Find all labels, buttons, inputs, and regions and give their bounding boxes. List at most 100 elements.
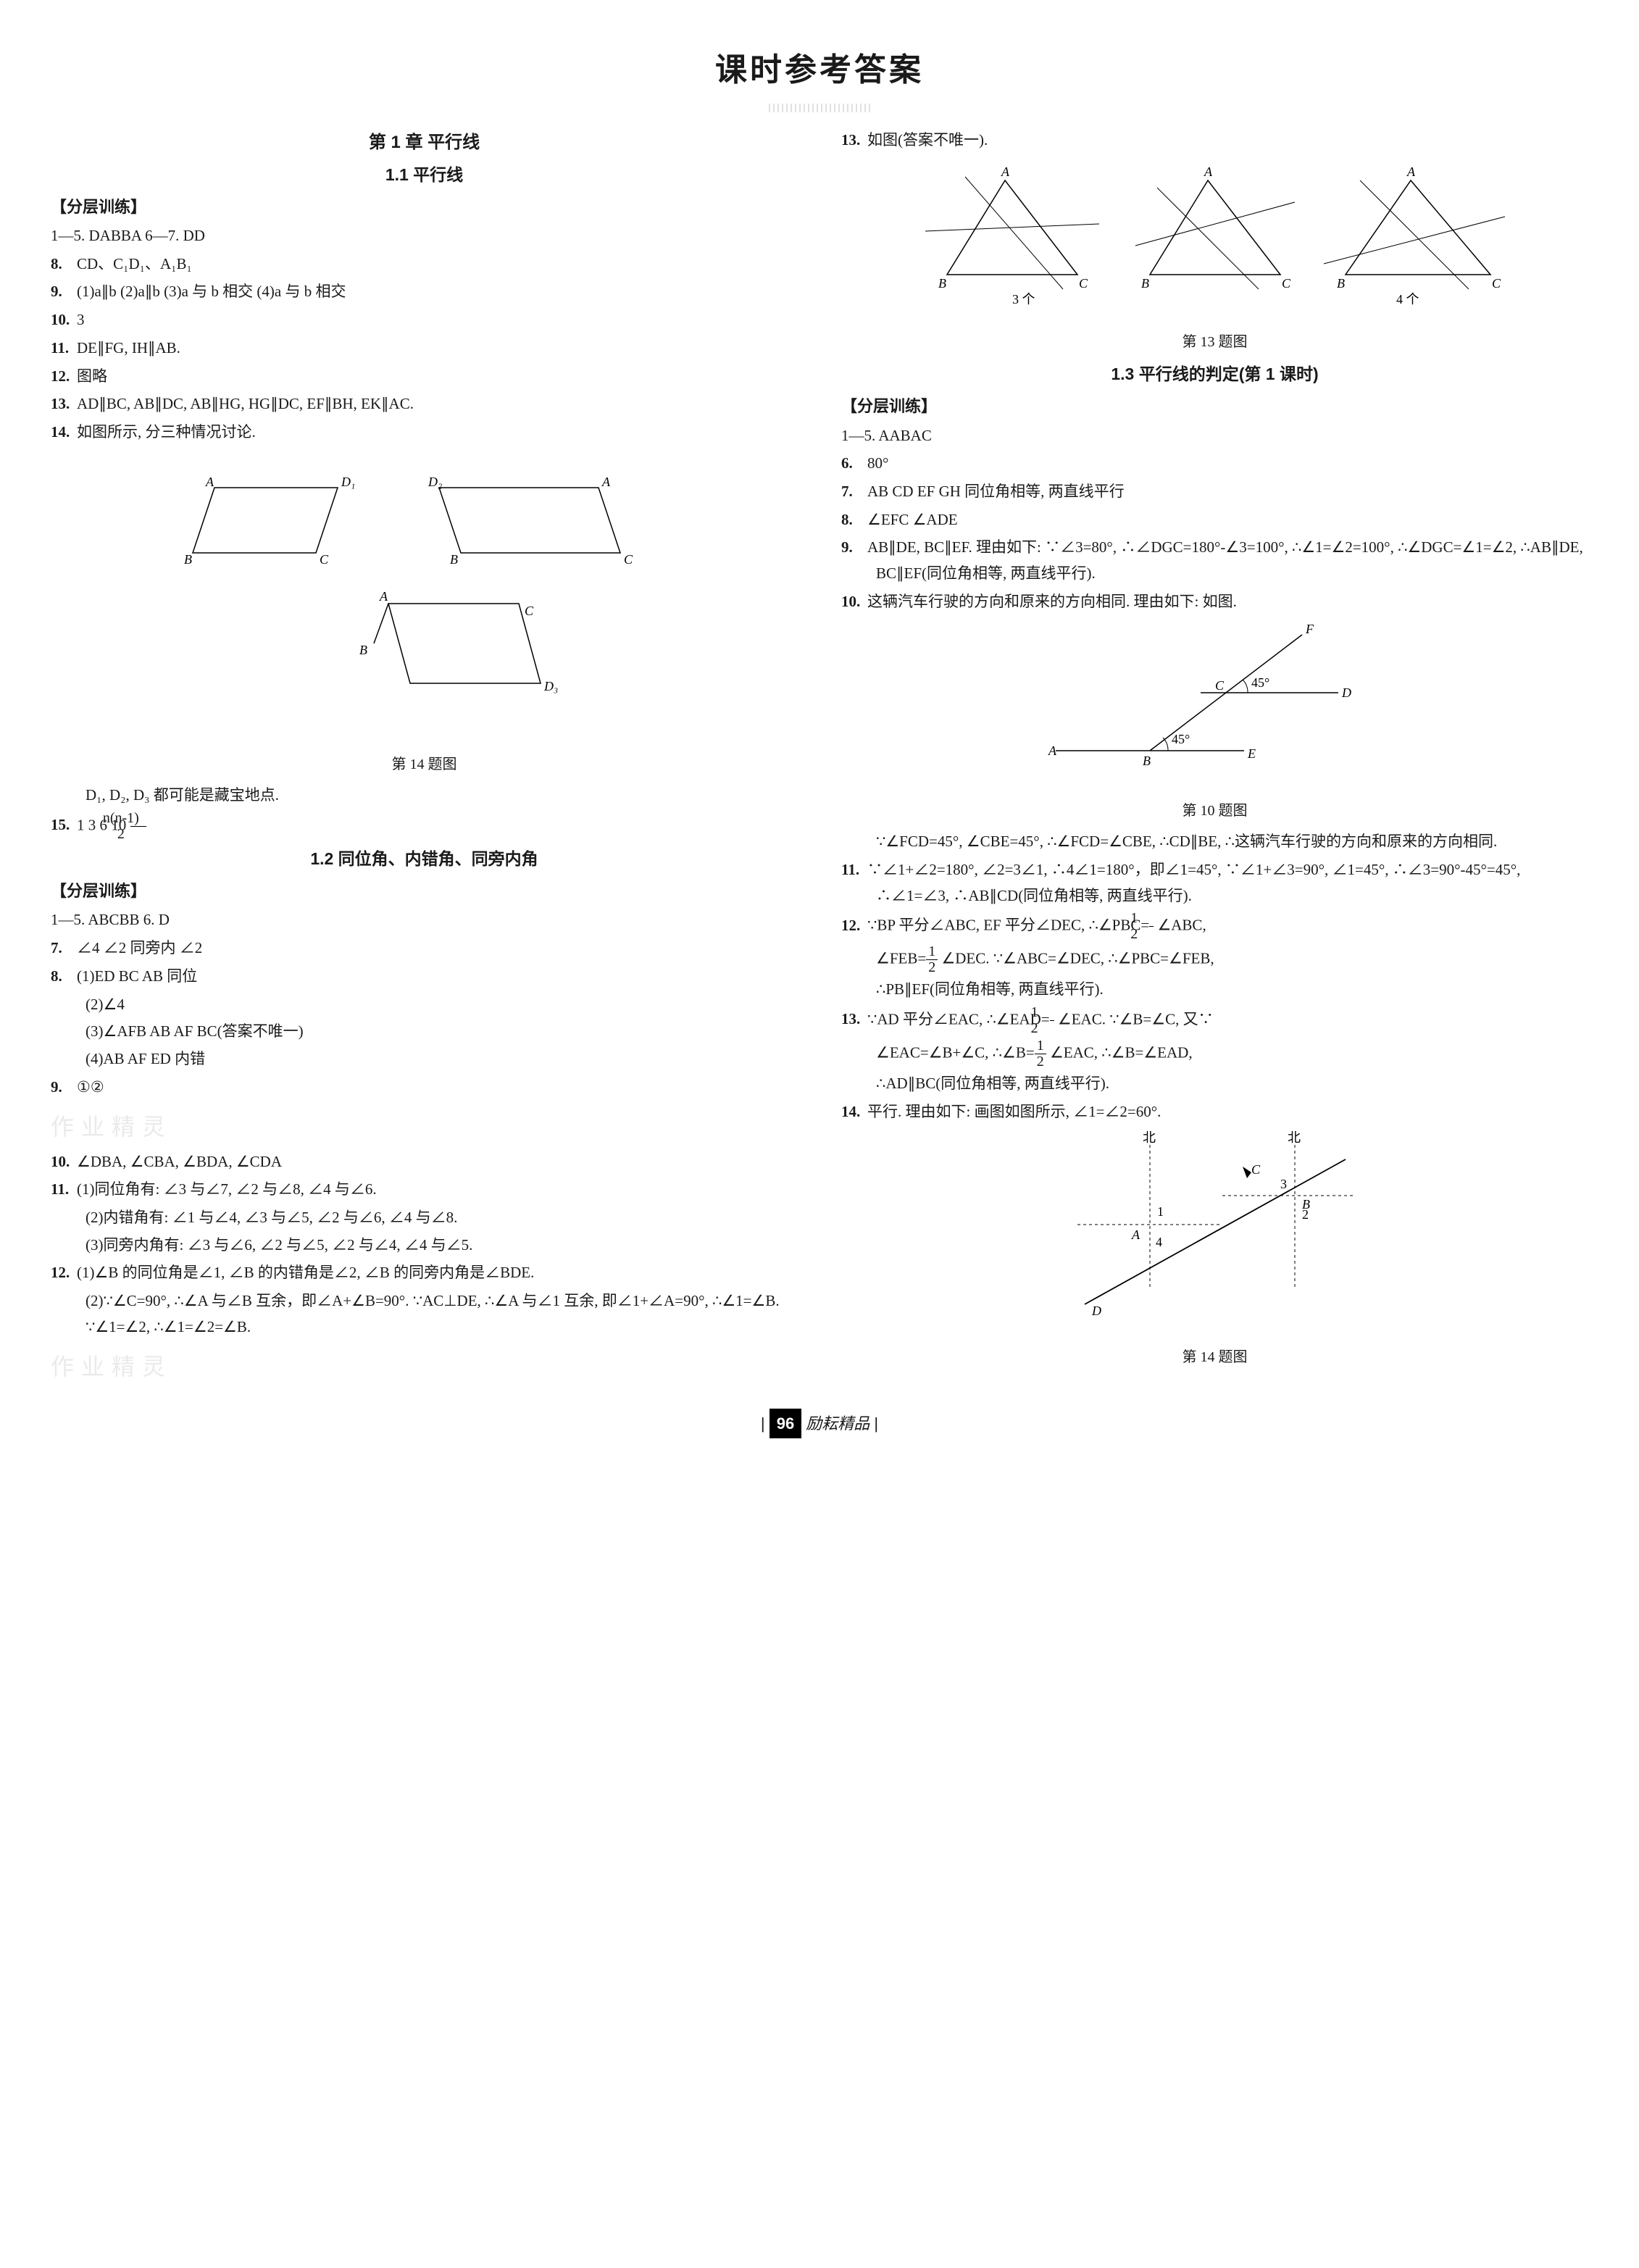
svg-text:D: D xyxy=(1341,685,1351,700)
section-1-1-heading: 1.1 平行线 xyxy=(51,161,798,189)
svg-text:B: B xyxy=(359,643,367,657)
q14-note: D₁, D₂, D₃ 都可能是藏宝地点. xyxy=(51,783,798,809)
fig-14-left: A D₁ B C D₂ A B C A B C D₃ xyxy=(51,451,798,750)
svg-text:C: C xyxy=(1079,276,1088,291)
r-q14: 14.平行. 理由如下: 画图如图所示, ∠1=∠2=60°. xyxy=(841,1099,1588,1125)
s2-q1-5: 1—5. ABCBB 6. D xyxy=(51,907,798,933)
q11: 11.DE∥FG, IH∥AB. xyxy=(51,335,798,362)
watermark: 作业精灵 xyxy=(51,1107,798,1146)
svg-text:D₁: D₁ xyxy=(341,475,355,489)
q12: 12.图略 xyxy=(51,364,798,390)
page-number: 96 xyxy=(770,1409,801,1438)
svg-text:C: C xyxy=(1251,1162,1261,1177)
r-q11: 11.∵∠1+∠2=180°, ∠2=3∠1, ∴4∠1=180°，即∠1=45… xyxy=(841,857,1588,909)
svg-text:B: B xyxy=(1143,754,1151,768)
svg-text:C: C xyxy=(1282,276,1291,291)
r-q12: 12.∵BP 平分∠ABC, EF 平分∠DEC, ∴∠PBC=12 ∠ABC, xyxy=(841,911,1588,942)
svg-text:2: 2 xyxy=(1302,1207,1309,1222)
svg-text:C: C xyxy=(1215,678,1225,693)
q15: 15.1 3 6 10 n(n-1)2 xyxy=(51,811,798,842)
group-heading-2: 【分层训练】 xyxy=(51,877,798,904)
section-1-3-heading: 1.3 平行线的判定(第 1 课时) xyxy=(841,360,1588,388)
svg-text:A: A xyxy=(1048,743,1057,758)
s2-q11-3: (3)同旁内角有: ∠3 与∠6, ∠2 与∠5, ∠2 与∠4, ∠4 与∠5… xyxy=(51,1233,798,1259)
q8: 8.CD、C₁D₁、A₁B₁ xyxy=(51,251,798,278)
fig-10: A B E C D F 45° 45° xyxy=(841,620,1588,796)
group-heading: 【分层训练】 xyxy=(51,193,798,220)
s2-q10: 10.∠DBA, ∠CBA, ∠BDA, ∠CDA xyxy=(51,1149,798,1175)
s2-q8: 8.(1)ED BC AB 同位 xyxy=(51,964,798,990)
svg-text:C: C xyxy=(320,552,329,567)
svg-text:4: 4 xyxy=(1156,1235,1162,1249)
svg-text:45°: 45° xyxy=(1251,675,1269,690)
svg-text:北: 北 xyxy=(1143,1130,1156,1145)
s2-q12: 12.(1)∠B 的同位角是∠1, ∠B 的内错角是∠2, ∠B 的同旁内角是∠… xyxy=(51,1260,798,1286)
svg-text:A: A xyxy=(1131,1227,1140,1242)
q13: 13.AD∥BC, AB∥DC, AB∥HG, HG∥DC, EF∥BH, EK… xyxy=(51,391,798,417)
r-q1-5: 1—5. AABAC xyxy=(841,423,1588,449)
svg-text:3 个: 3 个 xyxy=(1012,292,1035,307)
fig14-caption: 第 14 题图 xyxy=(51,752,798,777)
r-q13: 13.∵AD 平分∠EAC, ∴∠EAD=12 ∠EAC. ∵∠B=∠C, 又∵ xyxy=(841,1005,1588,1036)
title-underline xyxy=(769,104,870,112)
fig-14-right: 北 北 AB CD 1 2 3 4 xyxy=(841,1130,1588,1342)
s2-q12-2: (2)∵∠C=90°, ∴∠A 与∠B 互余，即∠A+∠B=90°. ∵AC⊥D… xyxy=(51,1288,798,1340)
svg-text:C: C xyxy=(525,604,534,618)
s2-q9: 9.①② xyxy=(51,1075,798,1101)
svg-text:E: E xyxy=(1247,746,1256,761)
right-column: 13.如图(答案不唯一). ABC ABC 3 个 ABC 4 个 xyxy=(841,125,1588,1387)
watermark-2: 作业精灵 xyxy=(51,1347,798,1386)
r-q6: 6.80° xyxy=(841,451,1588,477)
r-q10-intro: 10.这辆汽车行驶的方向和原来的方向相同. 理由如下: 如图. xyxy=(841,589,1588,615)
svg-text:A: A xyxy=(601,475,611,489)
svg-text:C: C xyxy=(1492,276,1501,291)
svg-text:B: B xyxy=(938,276,946,291)
r-q8: 8.∠EFC ∠ADE xyxy=(841,507,1588,533)
svg-text:A: A xyxy=(205,475,214,489)
svg-text:A: A xyxy=(1204,164,1213,179)
fig-13: ABC ABC 3 个 ABC 4 个 xyxy=(841,159,1588,327)
s2-q11: 11.(1)同位角有: ∠3 与∠7, ∠2 与∠8, ∠4 与∠6. xyxy=(51,1177,798,1203)
s2-q8-2: (2)∠4 xyxy=(51,992,798,1018)
r-q10-body: ∵∠FCD=45°, ∠CBE=45°, ∴∠FCD=∠CBE, ∴CD∥BE,… xyxy=(841,829,1588,855)
r-q9: 9.AB∥DE, BC∥EF. 理由如下: ∵∠3=80°, ∴∠DGC=180… xyxy=(841,535,1588,586)
svg-text:A: A xyxy=(1001,164,1010,179)
group-heading-r: 【分层训练】 xyxy=(841,393,1588,420)
svg-text:45°: 45° xyxy=(1172,732,1190,746)
r-q13-c: ∠EAC=∠B+∠C, ∴∠B=12 ∠EAC, ∴∠B=∠EAD, xyxy=(841,1038,1588,1070)
svg-text:D₂: D₂ xyxy=(428,475,442,489)
svg-text:北: 北 xyxy=(1288,1130,1301,1145)
content-columns: 第 1 章 平行线 1.1 平行线 【分层训练】 1—5. DABBA 6—7.… xyxy=(51,125,1588,1387)
r-q13-e: ∴AD∥BC(同位角相等, 两直线平行). xyxy=(841,1071,1588,1097)
page-title: 课时参考答案 xyxy=(51,43,1588,98)
q1-5: 1—5. DABBA 6—7. DD xyxy=(51,223,798,249)
page-footer: | 96励耘精品 | xyxy=(51,1409,1588,1438)
svg-text:C: C xyxy=(624,552,633,567)
s2-q7: 7.∠4 ∠2 同旁内 ∠2 xyxy=(51,935,798,962)
q14: 14.如图所示, 分三种情况讨论. xyxy=(51,420,798,446)
svg-text:A: A xyxy=(379,589,388,604)
svg-text:A: A xyxy=(1406,164,1416,179)
svg-text:F: F xyxy=(1305,622,1314,636)
fig13-caption: 第 13 题图 xyxy=(841,330,1588,354)
chapter-heading: 第 1 章 平行线 xyxy=(51,128,798,158)
left-column: 第 1 章 平行线 1.1 平行线 【分层训练】 1—5. DABBA 6—7.… xyxy=(51,125,798,1387)
r-q12-c: ∠FEB=12 ∠DEC. ∵∠ABC=∠DEC, ∴∠PBC=∠FEB, xyxy=(841,944,1588,975)
svg-text:1: 1 xyxy=(1157,1204,1164,1219)
svg-text:B: B xyxy=(184,552,192,567)
fig10-caption: 第 10 题图 xyxy=(841,799,1588,823)
fig14r-caption: 第 14 题图 xyxy=(841,1345,1588,1369)
q9: 9.(1)a∥b (2)a∥b (3)a 与 b 相交 (4)a 与 b 相交 xyxy=(51,279,798,305)
footer-brand: 励耘精品 xyxy=(806,1414,869,1433)
s2-q8-4: (4)AB AF ED 内错 xyxy=(51,1046,798,1072)
svg-text:B: B xyxy=(450,552,458,567)
svg-text:B: B xyxy=(1337,276,1345,291)
r-q12-e: ∴PB∥EF(同位角相等, 两直线平行). xyxy=(841,977,1588,1003)
r-q13-intro: 13.如图(答案不唯一). xyxy=(841,128,1588,154)
svg-text:3: 3 xyxy=(1280,1177,1287,1191)
s2-q8-3: (3)∠AFB AB AF BC(答案不唯一) xyxy=(51,1019,798,1045)
section-1-2-heading: 1.2 同位角、内错角、同旁内角 xyxy=(51,845,798,873)
svg-text:D: D xyxy=(1091,1304,1101,1318)
svg-text:D₃: D₃ xyxy=(543,679,558,693)
r-q7: 7.AB CD EF GH 同位角相等, 两直线平行 xyxy=(841,479,1588,505)
